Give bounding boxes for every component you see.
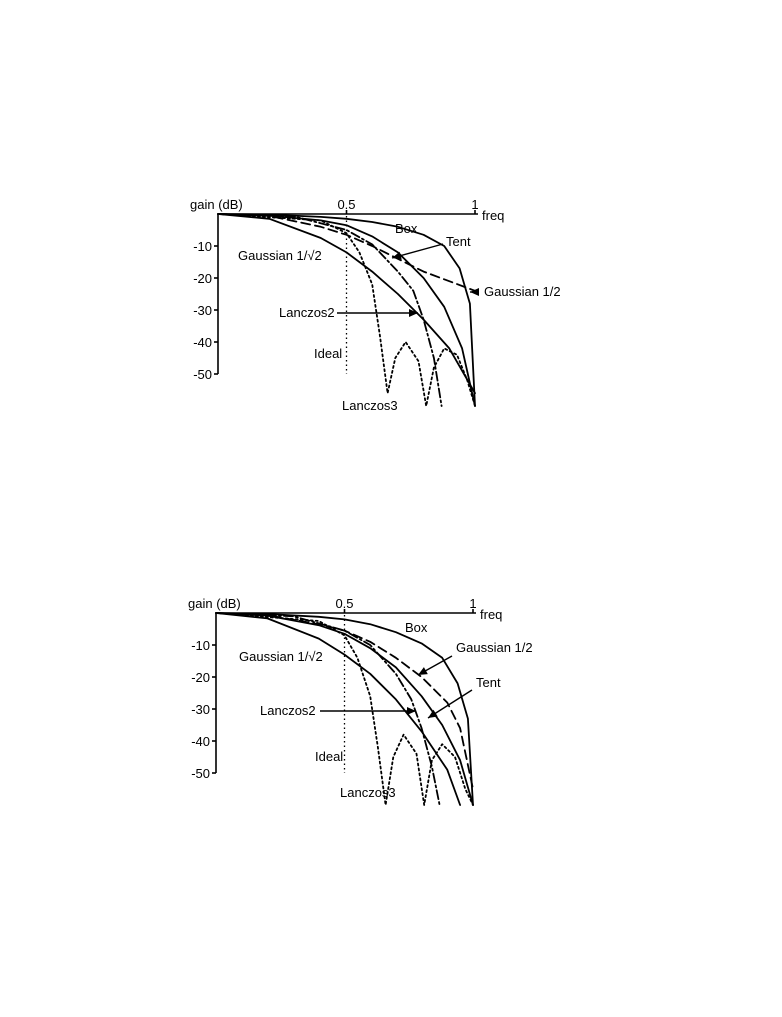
series-lanczos2: [217, 213, 443, 407]
annotation-tent: Tent: [476, 675, 501, 690]
x-axis-label: freq: [482, 208, 504, 223]
annotation-lanczos2: Lanczos2: [260, 703, 316, 718]
y-tick-label: -30: [193, 303, 212, 318]
x-tick-label: 1: [471, 197, 478, 212]
x-axis-label: freq: [480, 607, 502, 622]
series-lanczos2: [215, 612, 441, 806]
annotation-lanczos3: Lanczos3: [340, 785, 396, 800]
y-tick-label: -20: [191, 670, 210, 685]
y-tick-label: -50: [191, 766, 210, 781]
annotation-gaussian-1-2: Gaussian 1/2: [456, 640, 533, 655]
arrowhead: [409, 309, 418, 317]
x-tick-label: 0.5: [337, 197, 355, 212]
series-lanczos3: [217, 213, 476, 407]
series-box: [215, 612, 474, 806]
arrowhead: [407, 707, 416, 715]
annotation-ideal: Ideal: [314, 346, 342, 361]
series-gaussian-1-sqrt2: [215, 612, 461, 806]
annotation-ideal: Ideal: [315, 749, 343, 764]
arrowhead: [428, 709, 438, 718]
annotation-lanczos2: Lanczos2: [279, 305, 335, 320]
arrowhead: [470, 288, 479, 296]
annotation-gaussian-1-2: Gaussian 1/2: [484, 284, 561, 299]
series-lanczos3: [215, 612, 474, 806]
series-gaussian-1-sqrt2: [217, 213, 476, 395]
x-tick-label: 1: [469, 596, 476, 611]
annotation-box: Box: [405, 620, 428, 635]
x-tick-label: 0.5: [335, 596, 353, 611]
y-tick-label: -30: [191, 702, 210, 717]
annotation-tent: Tent: [446, 234, 471, 249]
annotation-box: Box: [395, 221, 418, 236]
y-tick-label: -40: [191, 734, 210, 749]
chart-top: -10 -20 -30 -40 -50 0.5 1 gain (dB) freq Box Tent G…: [190, 197, 561, 413]
annotation-gaussian-1-sqrt2: Gaussian 1/√2: [238, 248, 322, 263]
series-gaussian-1-2: [217, 213, 476, 292]
y-tick-label: -10: [193, 239, 212, 254]
y-tick-label: -40: [193, 335, 212, 350]
y-axis-label: gain (dB): [190, 197, 243, 212]
series-box: [217, 213, 476, 407]
series-tent: [215, 612, 474, 806]
y-tick-label: -50: [193, 367, 212, 382]
y-tick-label: -10: [191, 638, 210, 653]
chart-bottom: -10 -20 -30 -40 -50 0.5 1 gain (dB) freq Box Gauss…: [188, 596, 533, 806]
arrowhead: [392, 251, 402, 260]
arrowhead: [418, 667, 428, 675]
annotation-lanczos3: Lanczos3: [342, 398, 398, 413]
annotation-gaussian-1-sqrt2: Gaussian 1/√2: [239, 649, 323, 664]
y-axis-label: gain (dB): [188, 596, 241, 611]
y-tick-label: -20: [193, 271, 212, 286]
